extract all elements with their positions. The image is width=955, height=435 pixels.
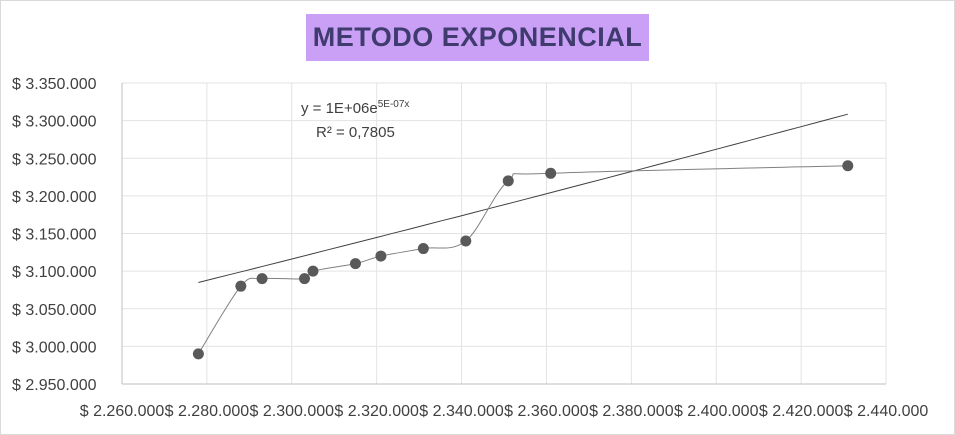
data-point [545,167,557,179]
trendline-annotation: y = 1E+06e5E-07x R² = 0,7805 [301,99,409,141]
y-tick-label: $ 3.300.000 [12,114,97,131]
data-point [299,273,311,285]
data-point [502,175,514,187]
y-tick-label: $ 3.200.000 [12,189,97,206]
y-tick-label: $ 3.150.000 [12,227,97,244]
data-point [256,273,268,285]
x-tick-label: $ 2.420.000 [759,403,844,420]
x-tick-label: $ 2.280.000 [165,403,250,420]
data-point [842,160,854,172]
x-tick-label: $ 2.260.000 [80,403,165,420]
chart-title: METODO EXPONENCIAL [312,22,643,52]
trendline-equation: y = 1E+06e5E-07x [301,99,409,117]
y-tick-label: $ 3.350.000 [12,76,97,93]
x-tick-label: $ 2.360.000 [504,403,589,420]
series-smoothed-line [197,165,848,355]
x-tick-label: $ 2.340.000 [419,403,504,420]
axes [121,83,886,385]
trendline [198,113,848,283]
x-tick-label: $ 2.300.000 [250,403,335,420]
y-tick-label: $ 2.950.000 [12,377,97,394]
x-tick-labels: $ 2.260.000 $ 2.280.000 $ 2.300.000 $ 2.320… [80,403,929,420]
y-tick-labels: $ 2.950.000 $ 3.000.000 $ 3.050.000 $ 3.100… [12,76,97,394]
y-tick-label: $ 3.250.000 [12,151,97,168]
data-point [375,250,387,262]
data-point [460,235,472,247]
y-tick-label: $ 3.000.000 [12,339,97,356]
gridlines [122,82,887,384]
x-tick-label: $ 2.400.000 [674,403,759,420]
data-point [192,348,204,360]
data-point [307,265,319,277]
data-points [192,160,854,360]
trendline-r-squared: R² = 0,7805 [316,124,395,141]
data-point [235,280,247,292]
data-point [417,243,429,255]
x-tick-label: $ 2.380.000 [589,403,674,420]
x-tick-label: $ 2.320.000 [334,403,419,420]
y-tick-label: $ 3.100.000 [12,264,97,281]
series-line [197,165,848,355]
y-tick-label: $ 3.050.000 [12,302,97,319]
data-point [349,258,361,270]
trendline-path [198,113,848,283]
x-tick-label: $ 2.440.000 [844,403,929,420]
chart-title-box: METODO EXPONENCIAL [306,14,649,61]
